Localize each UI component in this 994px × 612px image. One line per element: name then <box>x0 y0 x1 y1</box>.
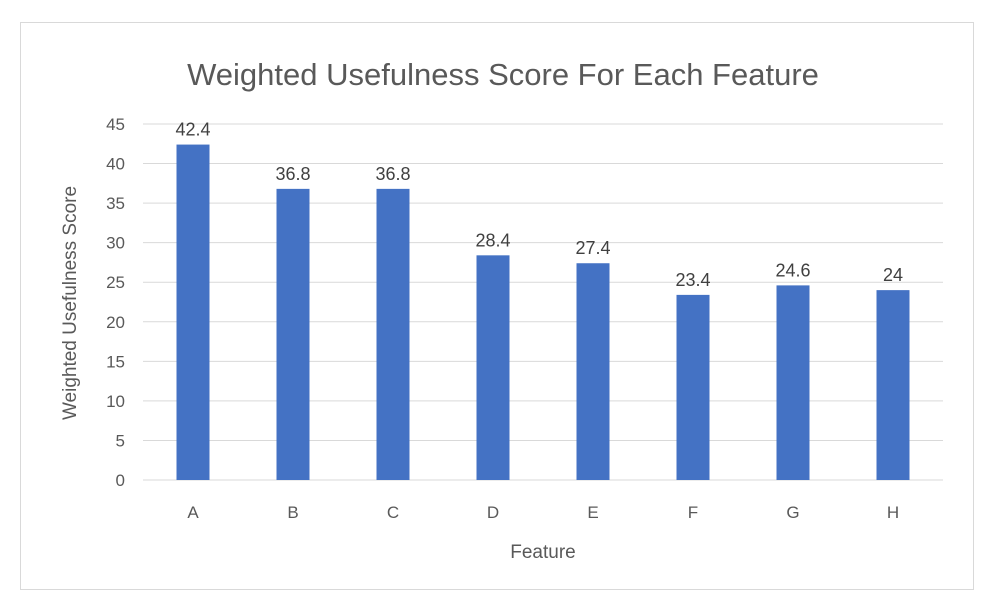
x-tick-label-f: F <box>688 503 698 522</box>
bar-f <box>676 294 710 480</box>
data-labels: 42.4 36.8 36.8 28.4 27.4 23.4 24.6 24 <box>175 120 903 290</box>
data-label-c: 36.8 <box>375 164 410 184</box>
bar-b <box>276 188 310 481</box>
bar-c <box>376 188 410 481</box>
x-tick-label-b: B <box>287 503 298 522</box>
y-tick-label: 35 <box>106 194 125 213</box>
y-tick-label: 0 <box>116 471 125 490</box>
y-axis-title: Weighted Usefulness Score <box>60 186 81 420</box>
bar-d <box>476 255 510 480</box>
data-label-g: 24.6 <box>775 260 810 280</box>
bars <box>176 144 910 481</box>
x-tick-label-h: H <box>887 503 899 522</box>
x-axis-ticks: A B C D E F G H <box>187 503 899 522</box>
data-label-e: 27.4 <box>575 238 610 258</box>
bar-chart: Weighted Usefulness Score For Each Featu… <box>60 57 943 563</box>
x-axis-title: Feature <box>510 542 575 563</box>
x-tick-label-d: D <box>487 503 499 522</box>
data-label-b: 36.8 <box>275 164 310 184</box>
bar-h <box>876 290 910 480</box>
x-tick-label-a: A <box>187 503 199 522</box>
gridlines <box>143 123 943 481</box>
y-tick-label: 10 <box>106 392 125 411</box>
data-label-f: 23.4 <box>675 270 710 290</box>
chart-title: Weighted Usefulness Score For Each Featu… <box>187 57 819 92</box>
data-label-a: 42.4 <box>175 120 210 140</box>
y-tick-label: 20 <box>106 313 125 332</box>
y-tick-label: 5 <box>116 431 125 450</box>
data-label-h: 24 <box>883 265 903 285</box>
data-label-d: 28.4 <box>475 230 510 250</box>
y-tick-label: 30 <box>106 234 125 253</box>
x-tick-label-c: C <box>387 503 399 522</box>
bar-e <box>576 263 610 480</box>
x-tick-label-g: G <box>786 503 799 522</box>
bar-a <box>176 144 210 480</box>
x-tick-label-e: E <box>587 503 598 522</box>
y-axis-ticks: 0 5 10 15 20 25 30 35 40 45 <box>106 115 125 490</box>
chart-frame: Weighted Usefulness Score For Each Featu… <box>20 22 974 590</box>
bar-g <box>776 285 810 480</box>
y-tick-label: 40 <box>106 155 125 174</box>
y-tick-label: 15 <box>106 352 125 371</box>
y-tick-label: 25 <box>106 273 125 292</box>
y-tick-label: 45 <box>106 115 125 134</box>
